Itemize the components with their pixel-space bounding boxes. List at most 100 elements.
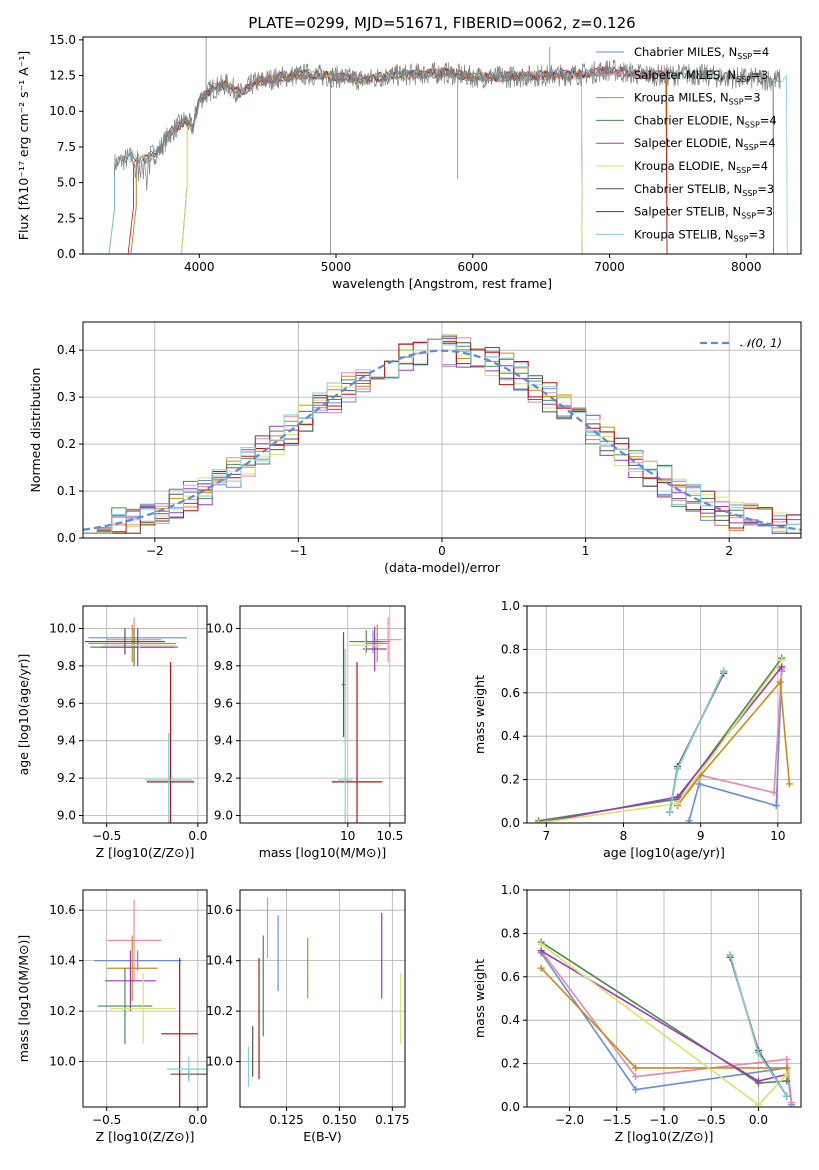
spectrum-frame bbox=[82, 36, 802, 255]
ebv-mass-xlabel: E(B-V) bbox=[303, 1129, 342, 1144]
normal-distribution-curve bbox=[83, 349, 801, 531]
ebv-mass-xtick-label: 0.125 bbox=[269, 1113, 303, 1127]
z-weight-marker-kroupa-elodie bbox=[783, 1070, 791, 1078]
z-mass-point-salpeter-stelib bbox=[161, 958, 198, 1107]
residuals-frame bbox=[82, 321, 802, 539]
z-age-xtick-label: −0.5 bbox=[92, 829, 121, 843]
legend-label-normal: 𝒩(0, 1) bbox=[740, 336, 782, 350]
legend-label-kroupa-elodie: Kroupa ELODIE, NSSP=4 bbox=[634, 159, 768, 175]
mass-age-ytick-label: 9.6 bbox=[214, 696, 233, 710]
ebv-mass-ytick-label: 10.6 bbox=[206, 903, 233, 917]
age-weight-xtick-label: 10 bbox=[770, 829, 785, 843]
age-weight-marker-kroupa-stelib bbox=[674, 765, 682, 773]
z-weight-marker-kroupa-miles bbox=[783, 1064, 791, 1072]
legend-label-kroupa-miles: Kroupa MILES, NSSP=3 bbox=[634, 91, 761, 107]
spectrum-ytick-label: 2.5 bbox=[57, 211, 76, 225]
z-weight-xtick-label: −1.5 bbox=[602, 1113, 631, 1127]
z-weight-marker-kroupa-elodie bbox=[754, 1101, 762, 1107]
age-weight-xtick-label: 8 bbox=[620, 829, 628, 843]
spectrum-xtick-label: 4000 bbox=[184, 260, 215, 274]
age-weight-axes bbox=[527, 605, 801, 824]
spectrum-observed-data bbox=[114, 59, 781, 191]
age-weight-frame bbox=[526, 605, 802, 824]
residuals-ytick-label: 0.2 bbox=[57, 437, 76, 451]
z-mass-xtick-label: −0.5 bbox=[92, 1113, 121, 1127]
spectrum-ytick-label: 10.0 bbox=[49, 104, 76, 118]
ebv-mass-ytick-label: 10.4 bbox=[206, 954, 233, 968]
mass-age-xtick-label: 10 bbox=[340, 829, 355, 843]
z-weight-frame bbox=[526, 889, 802, 1108]
mass-age-point-salpeter-elodie bbox=[362, 626, 387, 672]
z-weight-xtick-label: −2.0 bbox=[555, 1113, 584, 1127]
residuals-ytick-label: 0.1 bbox=[57, 484, 76, 498]
age-weight-marker-salpeter-elodie bbox=[778, 663, 786, 671]
z-age-point-chabrier-stelib bbox=[84, 628, 166, 655]
z-weight-xtick-label: −1.0 bbox=[649, 1113, 678, 1127]
age-weight-line-salpeter-elodie bbox=[538, 666, 783, 823]
spectrum-xtick-label: 5000 bbox=[321, 260, 352, 274]
z-weight-ylabel: mass weight bbox=[472, 959, 487, 1038]
z-age-ytick-label: 9.4 bbox=[57, 734, 76, 748]
age-weight-marker-kroupa-elodie bbox=[674, 799, 682, 807]
z-mass-point-salpeter-miles bbox=[106, 900, 162, 981]
z-mass-axes bbox=[83, 890, 207, 1107]
z-mass-xlabel: Z [log10(Z/Z⊙)] bbox=[96, 1129, 195, 1144]
z-weight-marker-salpeter-elodie bbox=[537, 947, 545, 955]
z-mass-point-chabrier-miles bbox=[93, 950, 182, 971]
z-age-point-salpeter-elodie bbox=[101, 628, 175, 666]
residuals-xtick-label: 2 bbox=[725, 544, 733, 558]
z-mass-point-kroupa-stelib bbox=[166, 1056, 207, 1082]
age-weight-marker-chabrier-miles bbox=[685, 817, 693, 823]
z-mass-point-salpeter-elodie bbox=[104, 950, 156, 1012]
spectrum-xtick-label: 8000 bbox=[731, 260, 762, 274]
ebv-mass-xtick-label: 0.175 bbox=[375, 1113, 409, 1127]
z-weight-xtick-label: −0.5 bbox=[697, 1113, 726, 1127]
z-weight-ytick-label: 0.2 bbox=[501, 1057, 520, 1071]
age-weight-marker-kroupa-elodie bbox=[778, 656, 786, 664]
spectrum-model-chabrier-elodie bbox=[181, 68, 583, 254]
residuals-ytick-label: 0.0 bbox=[57, 531, 76, 545]
z-age-ytick-label: 9.2 bbox=[57, 771, 76, 785]
mass-age-point-salpeter-miles bbox=[374, 617, 402, 663]
age-weight-line-kroupa-elodie bbox=[538, 659, 783, 823]
legend-label-salpeter-miles: Salpeter MILES, NSSP=3 bbox=[634, 68, 768, 84]
z-weight-marker-kroupa-stelib bbox=[783, 1092, 791, 1100]
spectrum-model-salpeter-elodie bbox=[181, 67, 583, 254]
mass-age-axes bbox=[240, 606, 405, 823]
age-weight-line-kroupa-miles bbox=[676, 680, 791, 807]
z-age-frame bbox=[82, 605, 208, 824]
ebv-mass-ytick-label: 10.2 bbox=[206, 1004, 233, 1018]
age-weight-ytick-label: 0.0 bbox=[501, 816, 520, 830]
spectrum-xtick-label: 6000 bbox=[457, 260, 488, 274]
z-mass-point-chabrier-elodie bbox=[97, 968, 153, 1044]
mass-age-point-salpeter-stelib bbox=[331, 662, 383, 823]
mass-age-xlabel: mass [log10(M/M⊙)] bbox=[259, 845, 387, 860]
age-weight-ytick-label: 0.6 bbox=[501, 686, 520, 700]
age-weight-ytick-label: 0.8 bbox=[501, 642, 520, 656]
spectrum-xtick-label: 7000 bbox=[594, 260, 625, 274]
age-weight-xtick-label: 9 bbox=[697, 829, 705, 843]
residuals-xtick-label: −1 bbox=[290, 544, 308, 558]
z-weight-line-chabrier-miles bbox=[540, 952, 793, 1105]
z-mass-ytick-label: 10.0 bbox=[49, 1055, 76, 1069]
residuals-ylabel: Normed distribution bbox=[28, 368, 43, 493]
z-weight-marker-chabrier-elodie bbox=[783, 1077, 791, 1085]
residuals-ytick-label: 0.4 bbox=[57, 343, 76, 357]
z-weight-xlabel: Z [log10(Z/Z⊙)] bbox=[615, 1129, 714, 1144]
z-age-ylabel: age [log10(age/yr)] bbox=[16, 654, 31, 776]
spectrum-ytick-label: 5.0 bbox=[57, 176, 76, 190]
residuals-ytick-label: 0.3 bbox=[57, 390, 76, 404]
z-weight-ytick-label: 1.0 bbox=[501, 883, 520, 897]
legend-label-chabrier-elodie: Chabrier ELODIE, NSSP=4 bbox=[634, 113, 777, 129]
age-weight-marker-salpeter-elodie bbox=[674, 793, 682, 801]
mass-age-ytick-label: 9.4 bbox=[214, 734, 233, 748]
legend-label-chabrier-stelib: Chabrier STELIB, NSSP=3 bbox=[634, 182, 774, 198]
z-weight-ytick-label: 0.4 bbox=[501, 1013, 520, 1027]
age-weight-marker-chabrier-miles bbox=[695, 780, 703, 788]
spectrum-ytick-label: 12.5 bbox=[49, 69, 76, 83]
z-age-point-kroupa-miles bbox=[88, 624, 176, 663]
age-weight-marker-kroupa-miles bbox=[776, 678, 784, 686]
z-weight-marker-kroupa-elodie bbox=[537, 940, 545, 948]
z-mass-xtick-label: 0.0 bbox=[188, 1113, 207, 1127]
z-age-axes bbox=[83, 606, 207, 823]
